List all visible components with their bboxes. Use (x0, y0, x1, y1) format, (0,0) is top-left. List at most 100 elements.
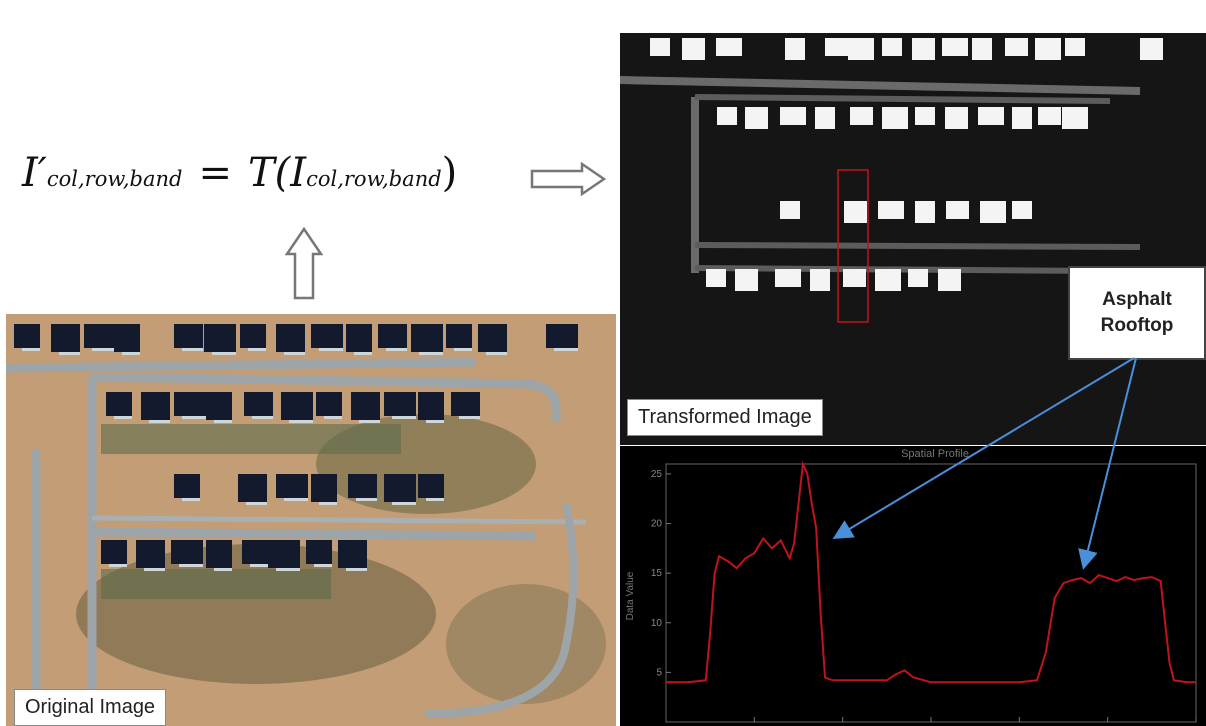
rooftop (238, 474, 267, 502)
rooftop (174, 392, 206, 416)
rooftop (281, 392, 313, 420)
rooftop (51, 324, 80, 352)
equation-lhs-symbol: I′ (22, 150, 47, 196)
equation-operator: = (198, 150, 232, 196)
rooftop (306, 540, 332, 564)
asphalt-label-line2: Rooftop (1100, 315, 1174, 336)
rooftop-bright (848, 38, 874, 60)
original-image-label: Original Image (14, 689, 167, 726)
rooftop (384, 392, 416, 416)
rooftop (244, 392, 273, 416)
rooftop (171, 540, 203, 564)
rooftop (276, 474, 308, 498)
rooftop-bright (1065, 38, 1085, 56)
rooftop (14, 324, 40, 348)
rooftop-bright (1012, 201, 1032, 219)
rooftop (418, 474, 444, 498)
rooftop (242, 540, 271, 564)
equation-close-paren: ) (441, 150, 458, 196)
rooftop-bright (875, 269, 901, 291)
rooftop (276, 324, 305, 352)
rooftop-bright (735, 269, 758, 291)
spatial-profile-chart: Spatial Profile Data Value 5 10 15 20 25 (625, 448, 1197, 723)
rooftop (206, 392, 232, 420)
rooftop-bright (882, 107, 908, 129)
rooftop-bright (945, 107, 968, 129)
rooftop (338, 540, 367, 568)
rooftop (268, 540, 300, 568)
rooftop (346, 324, 372, 352)
rooftop-bright (915, 107, 935, 125)
rooftop-bright (682, 38, 705, 60)
rooftop (204, 324, 236, 352)
rooftop-bright (1005, 38, 1028, 56)
rooftop (316, 392, 342, 416)
rooftop (114, 324, 140, 352)
rooftop-bright (785, 38, 805, 60)
rooftop-bright (810, 269, 830, 291)
rooftop (348, 474, 377, 498)
rooftop-bright (878, 201, 904, 219)
transformed-image-label: Transformed Image (627, 399, 823, 436)
rooftop (141, 392, 170, 420)
y-tick-label: 15 (651, 568, 663, 579)
up-arrow-icon (284, 226, 324, 300)
original-image-panel: Original Image (6, 314, 616, 726)
rooftop (311, 324, 343, 348)
rooftop-bright (716, 38, 742, 56)
rooftop (418, 392, 444, 420)
rooftop-bright (706, 269, 726, 287)
rooftop-bright (912, 38, 935, 60)
rooftop-bright (1062, 107, 1088, 129)
rooftop (546, 324, 578, 348)
equation-function: T( (247, 150, 291, 196)
rooftop-bright (1035, 38, 1061, 60)
rooftop-bright (942, 38, 968, 56)
rooftop (240, 324, 266, 348)
rooftop-bright (946, 201, 969, 219)
rooftop (351, 392, 380, 420)
profile-y-axis-label: Data Value (625, 571, 636, 620)
rooftop-bright (972, 38, 992, 60)
rooftop (411, 324, 443, 352)
transformed-aerial-image (620, 38, 1163, 323)
y-tick-label: 25 (651, 469, 663, 480)
original-aerial-image (6, 324, 606, 724)
rooftop (106, 392, 132, 416)
rooftop (451, 392, 480, 416)
rooftop-bright (908, 269, 928, 287)
profile-series-line (666, 460, 1196, 684)
rooftop-bright (978, 107, 1004, 125)
profile-title: Spatial Profile (901, 448, 969, 460)
rooftop-bright (650, 38, 670, 56)
asphalt-label-line1: Asphalt (1102, 289, 1172, 310)
y-tick-label: 10 (651, 618, 663, 629)
rooftop (174, 474, 200, 498)
rooftop (478, 324, 507, 352)
rooftop-bright (980, 201, 1006, 223)
rooftop-bright (882, 38, 902, 56)
equation-rhs-symbol: I (290, 150, 307, 196)
rooftop-bright (717, 107, 737, 125)
equation-rhs-subscript: col,row,band (306, 167, 442, 191)
rooftop-bright (825, 38, 848, 56)
rooftop (206, 540, 232, 568)
rooftop-bright (915, 201, 935, 223)
rooftop-bright (745, 107, 768, 129)
spatial-profile-panel: Spatial Profile Data Value 5 10 15 20 25 (620, 446, 1206, 726)
rooftop-bright (780, 201, 800, 219)
y-tick-label: 20 (651, 519, 663, 530)
equation-lhs-subscript: col,row,band (46, 167, 183, 191)
rooftop (136, 540, 165, 568)
rooftop-bright (850, 107, 873, 125)
y-tick-label: 5 (656, 667, 662, 678)
right-arrow-icon (530, 162, 607, 196)
rooftop (311, 474, 337, 502)
rooftop (101, 540, 127, 564)
rooftop (384, 474, 416, 502)
rooftop-bright (938, 269, 961, 291)
rooftop-bright (844, 201, 867, 223)
rooftop-bright (843, 269, 866, 287)
rooftop (84, 324, 116, 348)
